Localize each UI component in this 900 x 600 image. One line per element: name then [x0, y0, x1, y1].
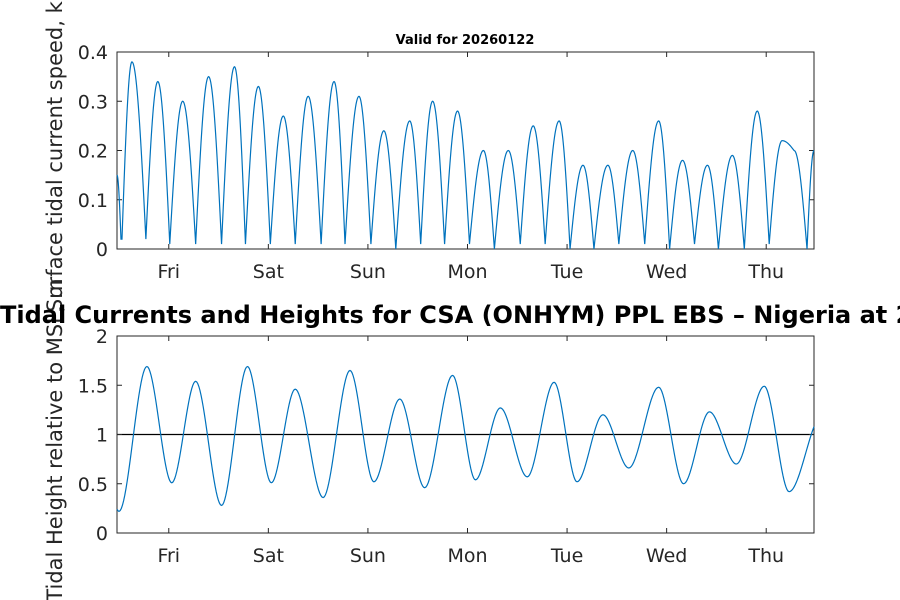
- height-x-tick-label: Wed: [646, 545, 687, 567]
- height-x-tick-label: Thu: [747, 545, 784, 567]
- current-y-tick-label: 0: [96, 239, 108, 261]
- height-y-axis-label: Tidal Height relative to MSL, m: [43, 278, 67, 600]
- current-y-tick-label: 0.4: [78, 42, 108, 64]
- current-x-tick-label: Sun: [350, 261, 386, 283]
- height-x-tick-label: Fri: [157, 545, 180, 567]
- current-x-tick-label: Mon: [447, 261, 487, 283]
- current-speed-line: [116, 61, 815, 250]
- current-y-tick-label: 0.1: [78, 190, 108, 212]
- height-x-tick-label: Tue: [550, 545, 583, 567]
- current-y-axis-label: Surface tidal current speed, kn: [43, 0, 67, 312]
- height-x-tick-label: Sat: [253, 545, 284, 567]
- height-y-tick-label: 0.5: [78, 474, 108, 496]
- height-y-tick-label: 0: [96, 523, 108, 545]
- current-chart-title: Valid for 20260122: [396, 33, 535, 48]
- current-y-tick-label: 0.3: [78, 91, 108, 113]
- current-y-ticks: 0 0.1 0.2 0.3 0.4: [78, 42, 814, 261]
- height-x-tick-label: Sun: [350, 545, 386, 567]
- tidal-height-line: [116, 365, 815, 512]
- current-x-tick-label: Tue: [550, 261, 583, 283]
- current-x-tick-label: Fri: [157, 261, 180, 283]
- tidal-height-chart: 0 0.5 1 1.5 2 Fri Sat Sun Mon Tue Wed Thu Tidal He…: [43, 278, 815, 600]
- height-y-tick-label: 1: [96, 425, 108, 447]
- current-x-tick-label: Thu: [747, 261, 784, 283]
- main-chart-title: Tidal Currents and Heights for CSA (ONHY…: [0, 301, 900, 329]
- current-y-tick-label: 0.2: [78, 141, 108, 163]
- current-x-tick-label: Sat: [253, 261, 284, 283]
- current-speed-chart: 0 0.1 0.2 0.3 0.4 Fri Sat Sun Mon Tue Wed Thu Vali…: [43, 0, 815, 312]
- height-y-tick-label: 2: [96, 326, 108, 348]
- current-plot-area: [116, 51, 815, 250]
- height-y-ticks: 0 0.5 1 1.5 2: [78, 326, 814, 545]
- height-x-tick-label: Mon: [447, 545, 487, 567]
- current-x-ticks: Fri Sat Sun Mon Tue Wed Thu: [157, 52, 784, 283]
- height-x-ticks: Fri Sat Sun Mon Tue Wed Thu: [157, 336, 784, 567]
- current-x-tick-label: Wed: [646, 261, 687, 283]
- height-y-tick-label: 1.5: [78, 375, 108, 397]
